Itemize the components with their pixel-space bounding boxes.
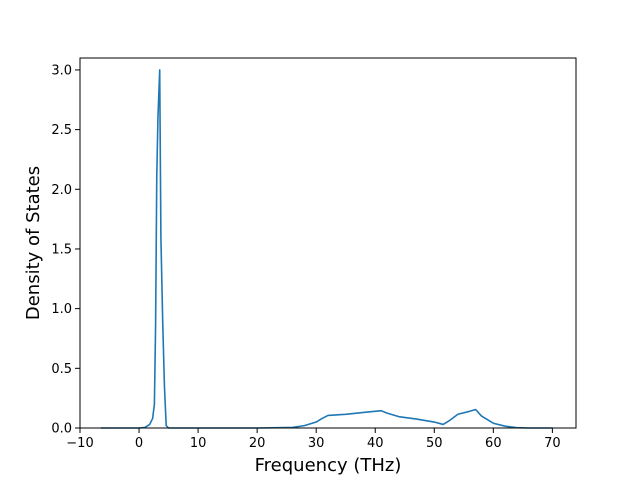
x-axis-label: Frequency (THz) <box>255 455 402 476</box>
y-tick-label: 3.0 <box>51 63 72 78</box>
y-tick-label: 2.5 <box>51 123 72 138</box>
series-line <box>100 69 553 429</box>
x-tick-label: 50 <box>426 436 443 451</box>
x-tick-label: 40 <box>367 436 384 451</box>
y-tick-label: 1.0 <box>51 302 72 317</box>
x-tick-label: 70 <box>544 436 561 451</box>
y-axis-label: Density of States <box>23 166 44 320</box>
y-axis-ticks: 0.0 0.5 1.0 1.5 2.0 2.5 3.0 <box>51 63 80 437</box>
x-axis-ticks: −10 0 10 20 30 40 50 60 70 <box>66 428 561 451</box>
x-tick-label: 60 <box>485 436 502 451</box>
x-tick-label: 30 <box>308 436 325 451</box>
y-tick-label: 1.5 <box>51 242 72 257</box>
y-tick-label: 0.0 <box>51 422 72 437</box>
x-tick-label: 20 <box>249 436 266 451</box>
y-tick-label: 0.5 <box>51 362 72 377</box>
plot-area <box>80 58 576 428</box>
y-tick-label: 2.0 <box>51 183 72 198</box>
x-tick-label: 10 <box>190 436 207 451</box>
plot-frame <box>79 57 577 429</box>
x-tick-label: 0 <box>135 436 143 451</box>
x-tick-label: −10 <box>66 436 93 451</box>
